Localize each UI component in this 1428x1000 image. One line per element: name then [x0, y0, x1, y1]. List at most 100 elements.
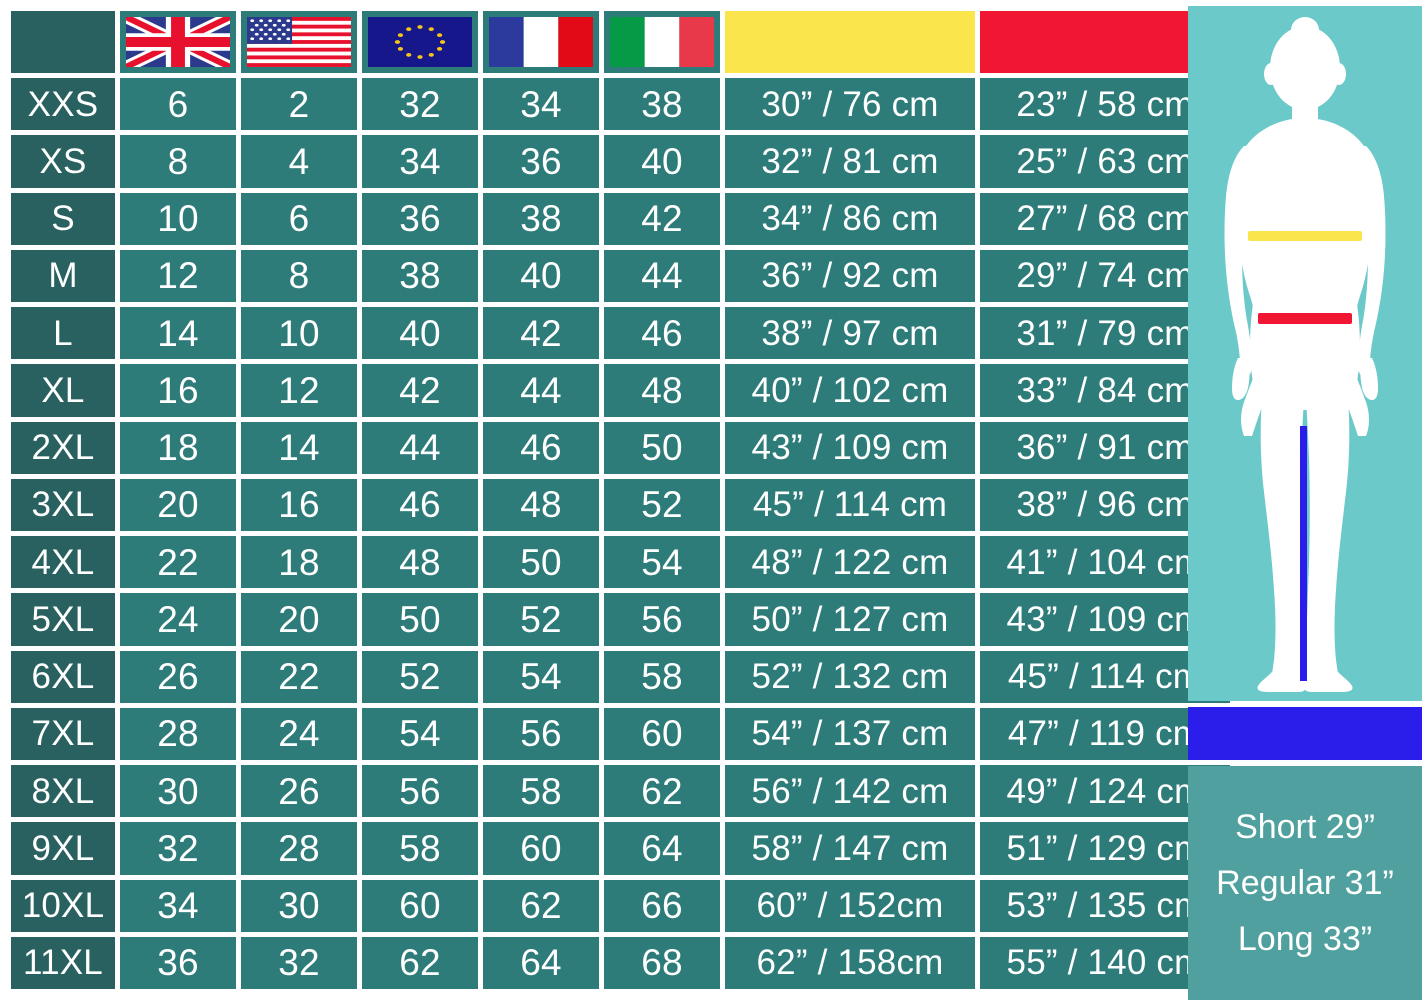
us-size-cell: 4 [241, 135, 357, 188]
us-size-cell: 28 [241, 822, 357, 875]
us-size-cell: 12 [241, 364, 357, 417]
us-size-cell: 30 [241, 879, 357, 932]
eu-size-cell: 54 [362, 707, 478, 760]
it-size-cell: 54 [604, 536, 720, 589]
eu-size-cell: 52 [362, 650, 478, 703]
italy-flag-icon [610, 17, 714, 67]
bust-measurement-cell: 34” / 86 cm [725, 192, 975, 245]
header-uk-cell [120, 11, 236, 73]
eu-size-cell: 38 [362, 249, 478, 302]
eu-size-cell: 56 [362, 765, 478, 818]
table-row: 10XL 34 30 60 62 66 60” / 152cm 53” / 135 cm [11, 879, 1230, 932]
inseam-length-regular: Regular 31” [1216, 864, 1394, 902]
fr-size-cell: 48 [483, 478, 599, 531]
us-size-cell: 18 [241, 536, 357, 589]
it-size-cell: 58 [604, 650, 720, 703]
uk-size-cell: 30 [120, 765, 236, 818]
us-size-cell: 32 [241, 936, 357, 989]
bust-measurement-cell: 54” / 137 cm [725, 707, 975, 760]
size-label-cell: M [11, 249, 115, 302]
it-size-cell: 40 [604, 135, 720, 188]
eu-size-cell: 42 [362, 364, 478, 417]
eu-size-cell: 34 [362, 135, 478, 188]
header-bust-swatch [725, 11, 975, 73]
size-label-cell: 2XL [11, 421, 115, 474]
table-row: 6XL 26 22 52 54 58 52” / 132 cm 45” / 114 cm [11, 650, 1230, 703]
table-row: XL 16 12 42 44 48 40” / 102 cm 33” / 84 cm [11, 364, 1230, 417]
uk-size-cell: 28 [120, 707, 236, 760]
size-label-cell: S [11, 192, 115, 245]
it-size-cell: 42 [604, 192, 720, 245]
uk-size-cell: 16 [120, 364, 236, 417]
fr-size-cell: 44 [483, 364, 599, 417]
bust-measurement-cell: 52” / 132 cm [725, 650, 975, 703]
us-size-cell: 2 [241, 78, 357, 131]
it-size-cell: 50 [604, 421, 720, 474]
it-size-cell: 46 [604, 307, 720, 360]
uk-size-cell: 24 [120, 593, 236, 646]
inseam-color-swatch [1188, 707, 1422, 760]
bust-measurement-cell: 58” / 147 cm [725, 822, 975, 875]
female-body-silhouette [1188, 6, 1422, 701]
it-size-cell: 56 [604, 593, 720, 646]
size-label-cell: 7XL [11, 707, 115, 760]
bust-measurement-cell: 38” / 97 cm [725, 307, 975, 360]
size-label-cell: XXS [11, 78, 115, 131]
bust-measurement-cell: 45” / 114 cm [725, 478, 975, 531]
inseam-measure-line [1300, 426, 1307, 681]
table-header-row [11, 11, 1230, 73]
table-row: 4XL 22 18 48 50 54 48” / 122 cm 41” / 104 cm [11, 536, 1230, 589]
fr-size-cell: 58 [483, 765, 599, 818]
it-size-cell: 64 [604, 822, 720, 875]
uk-flag-icon [126, 17, 230, 67]
bust-measurement-cell: 62” / 158cm [725, 936, 975, 989]
uk-size-cell: 22 [120, 536, 236, 589]
us-size-cell: 8 [241, 249, 357, 302]
eu-size-cell: 40 [362, 307, 478, 360]
it-size-cell: 66 [604, 879, 720, 932]
bust-measurement-cell: 32” / 81 cm [725, 135, 975, 188]
header-corner-cell [11, 11, 115, 73]
table-row: M 12 8 38 40 44 36” / 92 cm 29” / 74 cm [11, 249, 1230, 302]
size-label-cell: XS [11, 135, 115, 188]
usa-flag-icon [247, 17, 351, 67]
fr-size-cell: 40 [483, 249, 599, 302]
header-fr-cell [483, 11, 599, 73]
it-size-cell: 52 [604, 478, 720, 531]
uk-size-cell: 36 [120, 936, 236, 989]
eu-size-cell: 62 [362, 936, 478, 989]
fr-size-cell: 62 [483, 879, 599, 932]
eu-size-cell: 58 [362, 822, 478, 875]
us-size-cell: 24 [241, 707, 357, 760]
eu-size-cell: 50 [362, 593, 478, 646]
inseam-length-legend: Short 29” Regular 31” Long 33” [1188, 766, 1422, 1000]
uk-size-cell: 20 [120, 478, 236, 531]
us-size-cell: 22 [241, 650, 357, 703]
size-label-cell: 9XL [11, 822, 115, 875]
size-label-cell: 5XL [11, 593, 115, 646]
uk-size-cell: 26 [120, 650, 236, 703]
size-label-cell: 4XL [11, 536, 115, 589]
table-row: 3XL 20 16 46 48 52 45” / 114 cm 38” / 96 cm [11, 478, 1230, 531]
us-size-cell: 14 [241, 421, 357, 474]
uk-size-cell: 18 [120, 421, 236, 474]
waist-measure-line [1258, 313, 1352, 324]
uk-size-cell: 12 [120, 249, 236, 302]
size-label-cell: XL [11, 364, 115, 417]
fr-size-cell: 42 [483, 307, 599, 360]
table-row: L 14 10 40 42 46 38” / 97 cm 31” / 79 cm [11, 307, 1230, 360]
fr-size-cell: 50 [483, 536, 599, 589]
fr-size-cell: 60 [483, 822, 599, 875]
it-size-cell: 68 [604, 936, 720, 989]
eu-size-cell: 60 [362, 879, 478, 932]
table-row: 9XL 32 28 58 60 64 58” / 147 cm 51” / 129 cm [11, 822, 1230, 875]
bust-measurement-cell: 40” / 102 cm [725, 364, 975, 417]
table-row: 5XL 24 20 50 52 56 50” / 127 cm 43” / 109 cm [11, 593, 1230, 646]
size-label-cell: L [11, 307, 115, 360]
uk-size-cell: 6 [120, 78, 236, 131]
fr-size-cell: 36 [483, 135, 599, 188]
waist-measurement-cell: 45” / 114 cm [980, 650, 1230, 703]
size-label-cell: 8XL [11, 765, 115, 818]
bust-measure-line [1248, 231, 1362, 241]
